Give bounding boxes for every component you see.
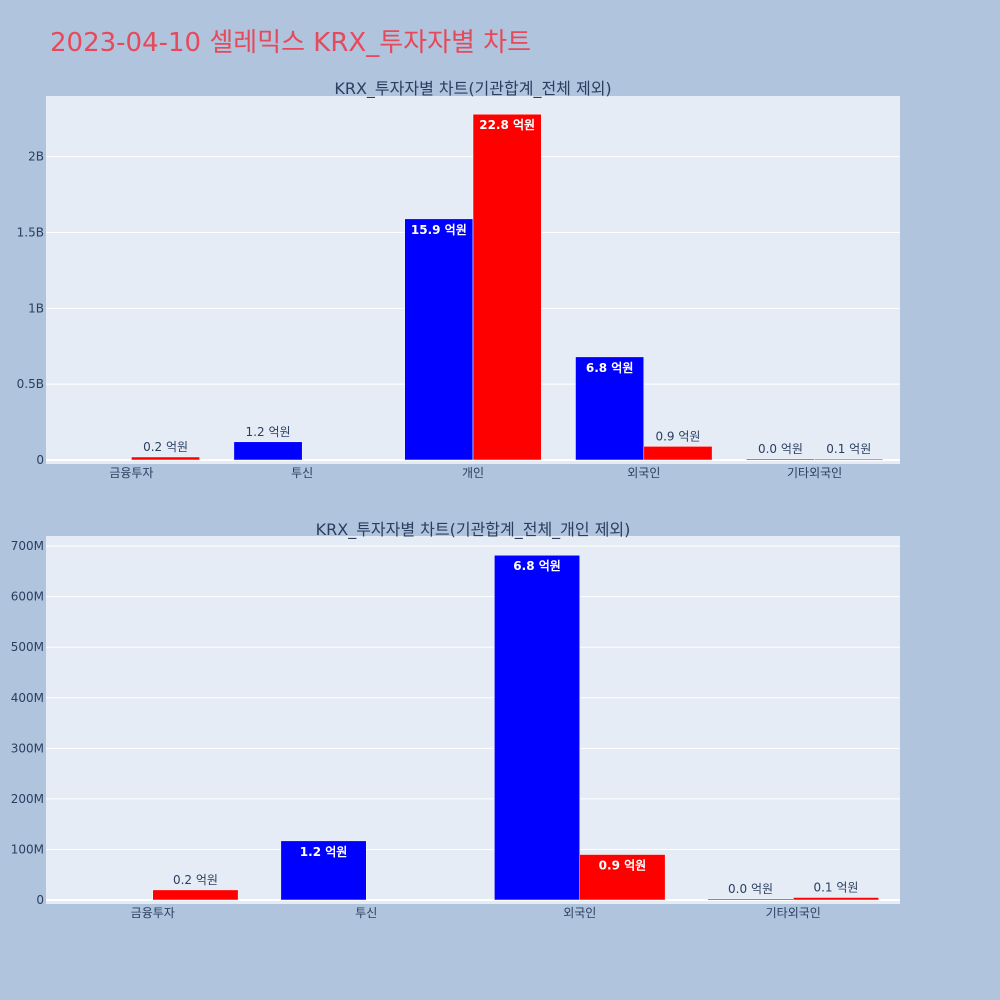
x-tick-label: 금융투자	[131, 906, 175, 920]
x-tick-label: 기타외국인	[787, 466, 842, 480]
data-label: 0.9 억원	[655, 429, 700, 443]
bar	[152, 889, 239, 901]
bar	[280, 840, 367, 901]
x-tick-label: 외국인	[563, 906, 596, 920]
y-tick-label: 0	[36, 893, 44, 907]
data-label: 1.2 억원	[246, 425, 291, 439]
y-tick-label: 200M	[11, 792, 44, 806]
bar	[472, 113, 542, 461]
x-tick-label: 외국인	[627, 466, 660, 480]
x-tick-label: 금융투자	[109, 466, 153, 480]
data-label: 0.9 억원	[599, 859, 647, 873]
bar	[814, 458, 884, 461]
x-tick-label: 기타외국인	[766, 906, 821, 920]
bar	[404, 218, 474, 461]
x-tick-label: 투신	[291, 466, 313, 480]
chart-title: KRX_투자자별 차트(기관합계_전체_개인 제외)	[316, 520, 631, 540]
data-label: 0.2 억원	[173, 873, 218, 887]
y-tick-label: 0.5B	[17, 377, 44, 391]
data-label: 0.2 억원	[143, 440, 188, 454]
y-tick-label: 100M	[11, 842, 44, 856]
bar	[707, 898, 794, 901]
data-label: 0.0 억원	[728, 882, 773, 896]
y-tick-label: 600M	[11, 590, 44, 604]
x-tick-label: 개인	[462, 466, 484, 480]
bar	[494, 554, 581, 901]
data-label: 0.1 억원	[826, 442, 871, 456]
data-label: 0.0 억원	[758, 442, 803, 456]
bar	[793, 897, 879, 901]
x-tick-label: 투신	[355, 906, 377, 920]
data-label: 0.1 억원	[813, 880, 858, 894]
chart-1: 0 0.5B 1B 1.5B 2B KRX_투자자별 차트(기관합계_전체 제외) 0.2 …	[17, 79, 900, 480]
data-label: 1.2 억원	[300, 845, 348, 859]
data-label: 22.8 억원	[479, 118, 535, 132]
data-label: 6.8 억원	[513, 559, 561, 573]
y-tick-label: 700M	[11, 539, 44, 553]
y-tick-label: 1B	[28, 301, 44, 315]
y-tick-label: 0	[36, 453, 44, 467]
data-label: 6.8 억원	[586, 361, 634, 375]
y-tick-label: 400M	[11, 691, 44, 705]
bar	[575, 356, 645, 461]
bar	[579, 854, 666, 901]
chart-2: 0 100M 200M 300M 400M 500M 600M 700M KRX_투자자별 차트…	[11, 520, 900, 920]
y-tick-label: 2B	[28, 150, 44, 164]
bar	[746, 458, 815, 461]
y-tick-label: 500M	[11, 640, 44, 654]
bar	[233, 441, 303, 461]
page-title: 2023-04-10 셀레믹스 KRX_투자자별 차트	[50, 28, 532, 58]
bar	[131, 456, 200, 461]
plot-area	[46, 536, 900, 904]
chart-title: KRX_투자자별 차트(기관합계_전체 제외)	[334, 79, 611, 99]
y-tick-label: 1.5B	[17, 226, 44, 240]
bar	[643, 446, 713, 461]
y-tick-label: 300M	[11, 741, 44, 755]
data-label: 15.9 억원	[411, 223, 467, 237]
